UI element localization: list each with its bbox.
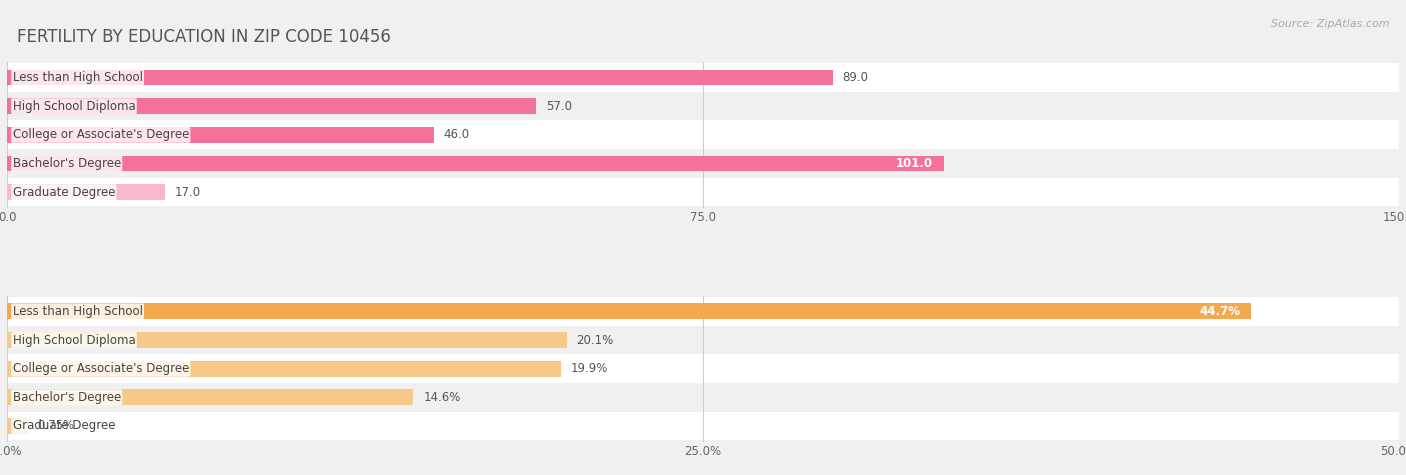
Text: 19.9%: 19.9%: [571, 362, 609, 375]
Bar: [7, 70, 832, 86]
Text: FERTILITY BY EDUCATION IN ZIP CODE 10456: FERTILITY BY EDUCATION IN ZIP CODE 10456: [17, 28, 391, 47]
Text: High School Diploma: High School Diploma: [13, 100, 135, 113]
Text: Bachelor's Degree: Bachelor's Degree: [13, 391, 121, 404]
Text: 89.0: 89.0: [842, 71, 869, 84]
Text: 17.0: 17.0: [174, 186, 201, 199]
Text: College or Associate's Degree: College or Associate's Degree: [13, 128, 188, 142]
Text: Less than High School: Less than High School: [13, 71, 142, 84]
Text: Bachelor's Degree: Bachelor's Degree: [13, 157, 121, 170]
Text: Graduate Degree: Graduate Degree: [13, 186, 115, 199]
Bar: [7, 390, 413, 405]
Text: 14.6%: 14.6%: [423, 391, 461, 404]
Bar: [7, 418, 28, 434]
Bar: [7, 63, 1399, 92]
Bar: [7, 326, 1399, 354]
Text: Less than High School: Less than High School: [13, 305, 142, 318]
Bar: [7, 121, 1399, 149]
Bar: [7, 92, 1399, 121]
Bar: [7, 184, 165, 200]
Bar: [7, 149, 1399, 178]
Bar: [7, 98, 536, 114]
Text: Graduate Degree: Graduate Degree: [13, 419, 115, 433]
Bar: [7, 304, 1251, 319]
Text: 101.0: 101.0: [896, 157, 934, 170]
Bar: [7, 412, 1399, 440]
Text: 46.0: 46.0: [444, 128, 470, 142]
Bar: [7, 383, 1399, 412]
Bar: [7, 297, 1399, 326]
Bar: [7, 178, 1399, 207]
Text: College or Associate's Degree: College or Associate's Degree: [13, 362, 188, 375]
Text: High School Diploma: High School Diploma: [13, 333, 135, 347]
Text: 0.75%: 0.75%: [38, 419, 75, 433]
Text: Source: ZipAtlas.com: Source: ZipAtlas.com: [1271, 19, 1389, 29]
Bar: [7, 332, 567, 348]
Bar: [7, 354, 1399, 383]
Bar: [7, 361, 561, 377]
Text: 44.7%: 44.7%: [1199, 305, 1240, 318]
Text: 57.0: 57.0: [546, 100, 572, 113]
Text: 20.1%: 20.1%: [576, 333, 613, 347]
Bar: [7, 127, 434, 142]
Bar: [7, 156, 945, 171]
